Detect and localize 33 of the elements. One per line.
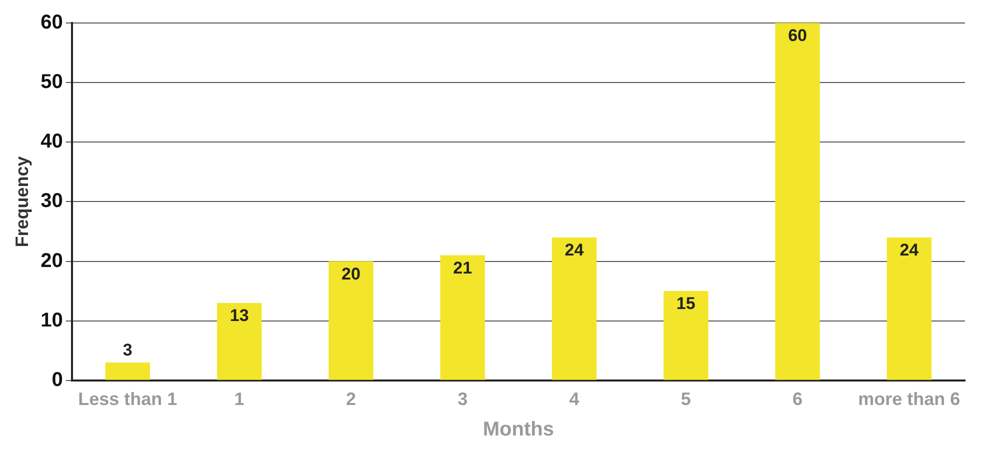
bar (775, 23, 820, 380)
data-label: 3 (122, 340, 132, 360)
bar (552, 237, 597, 380)
x-tick-label: 5 (680, 389, 691, 410)
y-tick-label: 0 (52, 368, 63, 391)
x-tick-label: 2 (346, 389, 356, 410)
x-tick-label: 3 (458, 389, 468, 410)
bar (440, 255, 485, 380)
bar (886, 237, 932, 380)
x-tick-label: 6 (792, 389, 803, 410)
data-label: 24 (564, 240, 584, 260)
data-label: 21 (453, 258, 472, 278)
y-tick-label: 30 (40, 190, 63, 212)
x-axis-title: Months (482, 418, 554, 441)
bar (216, 302, 262, 380)
bar (664, 291, 708, 380)
data-label: 15 (676, 294, 696, 314)
y-tick-label: 10 (40, 309, 63, 332)
x-tick-label: 1 (234, 389, 244, 410)
x-tick-label: Less than 1 (78, 389, 178, 410)
x-tick-label: 4 (569, 389, 580, 410)
data-label: 13 (230, 306, 249, 326)
data-label: 24 (900, 240, 920, 260)
y-tick-label: 50 (40, 71, 63, 94)
y-tick-label: 60 (40, 12, 63, 34)
bar (328, 261, 374, 380)
data-label: 60 (788, 26, 807, 46)
y-axis-title: Frequency (12, 156, 32, 248)
y-tick-label: 40 (40, 130, 63, 153)
x-tick-label: more than 6 (858, 389, 960, 410)
data-label: 20 (341, 264, 360, 284)
bar (105, 362, 150, 380)
y-tick-label: 20 (40, 250, 63, 272)
